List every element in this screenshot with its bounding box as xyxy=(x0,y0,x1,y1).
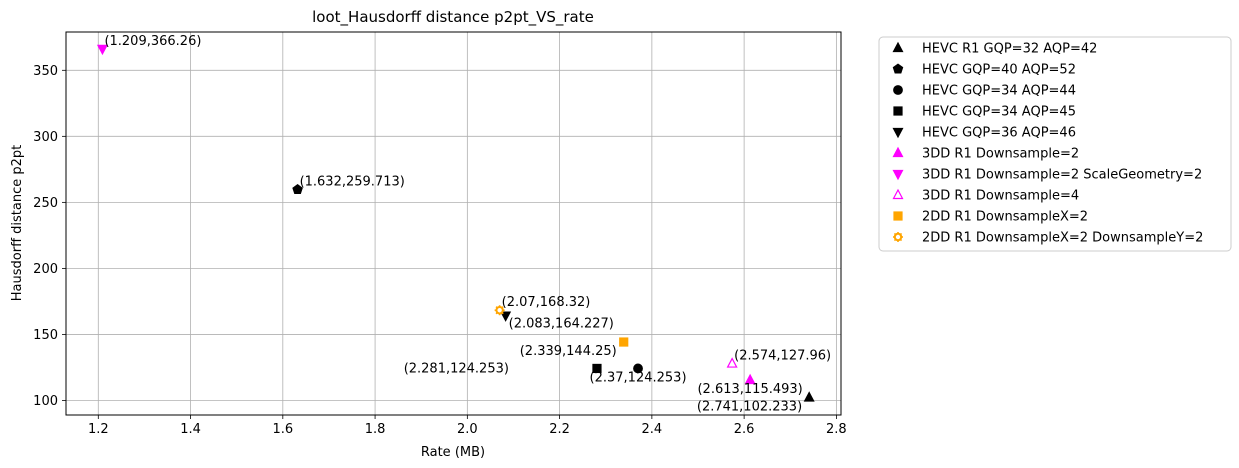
legend-entry-label: HEVC R1 GQP=32 AQP=42 xyxy=(922,42,1097,57)
point-annotations: (2.741,102.233) (1.632,259.713) (2.37,124.… xyxy=(104,34,831,415)
legend-marker xyxy=(893,85,903,95)
point-label: (1.632,259.713) xyxy=(300,175,405,190)
point-label: (2.07,168.32) xyxy=(502,295,591,310)
legend-marker xyxy=(893,232,903,242)
data-point xyxy=(803,391,815,402)
legend-marker xyxy=(893,106,903,116)
legend-entry-label: HEVC GQP=34 AQP=45 xyxy=(922,105,1076,120)
legend-entry-label: HEVC GQP=36 AQP=46 xyxy=(922,126,1076,141)
x-tick-label: 2.6 xyxy=(734,422,755,437)
data-point xyxy=(592,363,602,374)
data-point xyxy=(744,373,756,385)
y-tick-label: 300 xyxy=(33,130,58,145)
legend-marker xyxy=(892,63,904,74)
x-tick-label: 2.4 xyxy=(642,422,663,437)
legend-entry-label: 3DD R1 Downsample=2 xyxy=(922,147,1079,162)
point-label: (2.281,124.253) xyxy=(404,361,509,376)
y-tick-label: 250 xyxy=(33,196,58,211)
chart-title: loot_Hausdorff distance p2pt_VS_rate xyxy=(312,8,594,27)
point-label: (2.613,115.493) xyxy=(697,382,802,397)
x-tick-label: 1.8 xyxy=(365,422,386,437)
grid xyxy=(66,32,841,415)
y-tick-label: 100 xyxy=(33,394,58,409)
data-points xyxy=(96,44,815,402)
x-tick-label: 2.2 xyxy=(549,422,570,437)
x-tick-label: 1.6 xyxy=(272,422,293,437)
y-tick-label: 200 xyxy=(33,262,58,277)
x-tick-label: 1.4 xyxy=(180,422,201,437)
legend-entry-label: 2DD R1 DownsampleX=2 xyxy=(922,210,1088,225)
point-label: (2.339,144.25) xyxy=(520,344,617,359)
data-point xyxy=(619,337,629,347)
legend-marker xyxy=(892,169,904,181)
axis-ticks: 1.2 1.4 1.6 1.8 2.0 2.2 2.4 2.6 2.8 100 150 200 250 3… xyxy=(33,64,847,437)
y-tick-label: 150 xyxy=(33,328,58,343)
legend-entry-label: 2DD R1 DownsampleX=2 DownsampleY=2 xyxy=(922,231,1203,246)
x-tick-label: 2.8 xyxy=(826,422,847,437)
data-point xyxy=(500,311,512,322)
point-label: (2.574,127.96) xyxy=(734,349,831,364)
legend-entry-label: 3DD R1 Downsample=2 ScaleGeometry=2 xyxy=(922,168,1202,183)
legend-frame xyxy=(878,36,1232,252)
legend-entry-label: HEVC GQP=40 AQP=52 xyxy=(922,63,1076,78)
x-tick-label: 1.2 xyxy=(88,422,109,437)
legend-marker xyxy=(893,211,903,221)
x-tick-label: 2.0 xyxy=(457,422,478,437)
point-label: (1.209,366.26) xyxy=(104,34,201,49)
legend-marker xyxy=(892,188,904,200)
data-point xyxy=(494,305,505,316)
data-point xyxy=(633,363,643,374)
legend-marker xyxy=(892,146,904,158)
y-tick-label: 350 xyxy=(33,64,58,79)
data-point xyxy=(726,357,738,368)
data-point xyxy=(292,183,303,195)
legend-marker xyxy=(892,41,904,53)
y-axis-label: Hausdorff distance p2pt xyxy=(10,145,25,301)
point-label: (2.083,164.227) xyxy=(509,317,614,332)
legend: HEVC R1 GQP=32 AQP=42 HEVC GQP=40 AQP=52 H… xyxy=(878,36,1232,252)
point-label: (2.741,102.233) xyxy=(697,400,802,415)
legend-entry-label: 3DD R1 Downsample=4 xyxy=(922,189,1079,204)
legend-marker xyxy=(892,127,904,139)
plot-frame xyxy=(65,31,842,416)
point-label: (2.37,124.253) xyxy=(590,370,687,385)
x-axis-label: Rate (MB) xyxy=(421,445,485,460)
data-point xyxy=(96,44,108,56)
legend-entry-label: HEVC GQP=34 AQP=44 xyxy=(922,84,1076,99)
